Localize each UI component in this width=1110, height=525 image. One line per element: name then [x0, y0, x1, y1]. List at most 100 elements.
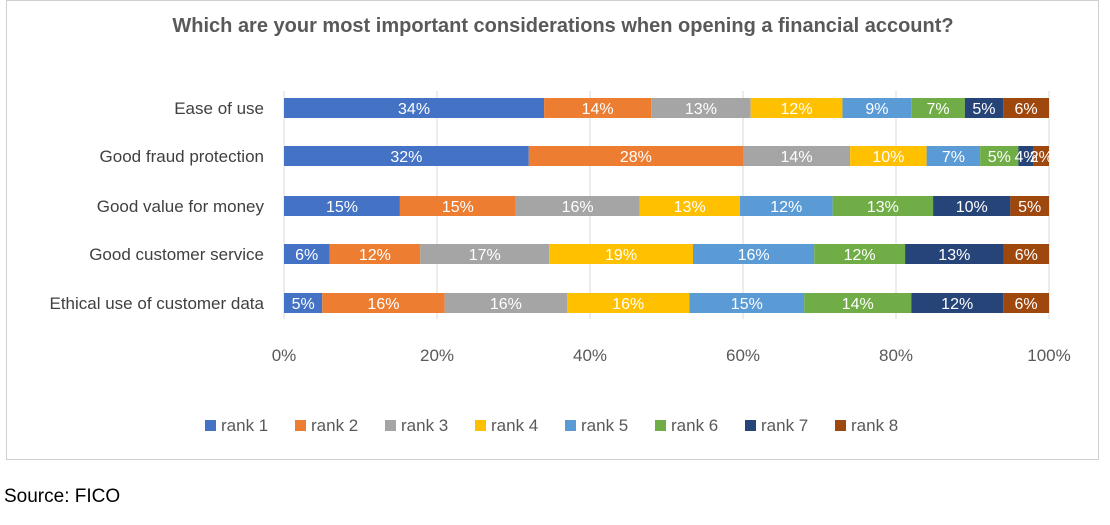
data-label: 6%	[1014, 101, 1037, 118]
legend-swatch	[385, 420, 396, 431]
x-tick-label: 20%	[420, 346, 454, 365]
bar-segment	[804, 293, 912, 313]
bar-segment	[689, 293, 805, 313]
bar-segment	[651, 98, 751, 118]
legend-label: rank 3	[401, 416, 448, 435]
bar-segment	[1033, 146, 1049, 166]
bar-segment	[739, 196, 833, 216]
data-label: 5%	[972, 101, 995, 118]
data-label: 16%	[738, 247, 770, 264]
data-label: 6%	[1014, 296, 1037, 313]
data-label: 7%	[927, 101, 950, 118]
data-label: 34%	[398, 101, 430, 118]
data-label: 13%	[938, 247, 970, 264]
legend-swatch	[655, 420, 666, 431]
bar-segment	[420, 244, 550, 264]
bar-segment	[284, 244, 330, 264]
data-label: 2%	[1030, 149, 1053, 166]
bar-segment	[842, 98, 912, 118]
bar-segment	[329, 244, 421, 264]
data-label: 4%	[1014, 149, 1037, 166]
bar-segment	[750, 98, 843, 118]
stacked-bar-chart: Which are your most important considerat…	[49, 15, 1070, 435]
legend: rank 1 rank 2 rank 3 rank 4 rank 5 rank 6 rank…	[205, 416, 898, 435]
legend-label: rank 1	[221, 416, 268, 435]
legend-label: rank 7	[761, 416, 808, 435]
bar-segment	[964, 98, 1004, 118]
bar-segment	[639, 196, 740, 216]
bars	[284, 98, 1049, 313]
data-label: 5%	[292, 296, 315, 313]
legend-swatch	[295, 420, 306, 431]
legend-label: rank 4	[491, 416, 538, 435]
bar-segment	[832, 196, 934, 216]
bar-segment	[743, 146, 851, 166]
bar-segment	[1003, 244, 1049, 264]
bar-segment	[911, 98, 965, 118]
category-label: Good value for money	[97, 197, 265, 216]
legend-label: rank 2	[311, 416, 358, 435]
chart-frame: Which are your most important considerat…	[6, 0, 1099, 460]
bar-segment	[567, 293, 690, 313]
bar-segment	[905, 244, 1004, 264]
data-label: 15%	[326, 199, 358, 216]
category-label: Ethical use of customer data	[49, 294, 264, 313]
bar-segment	[1018, 146, 1034, 166]
legend-swatch	[205, 420, 216, 431]
bar-segment	[284, 196, 400, 216]
data-label: 6%	[1015, 247, 1038, 264]
data-label: 14%	[842, 296, 874, 313]
data-label: 12%	[770, 199, 802, 216]
bar-segment	[926, 146, 981, 166]
bar-segment	[544, 98, 652, 118]
data-label: 16%	[612, 296, 644, 313]
data-label: 12%	[844, 247, 876, 264]
data-label: 12%	[941, 296, 973, 313]
legend-label: rank 8	[851, 416, 898, 435]
bar-segment	[399, 196, 516, 216]
bar-segment	[911, 293, 1004, 313]
bar-segment	[933, 196, 1011, 216]
data-label: 15%	[442, 199, 474, 216]
data-label: 5%	[988, 149, 1011, 166]
bar-segment	[322, 293, 445, 313]
data-label: 16%	[562, 199, 594, 216]
data-label: 6%	[295, 247, 318, 264]
data-label: 15%	[731, 296, 763, 313]
data-label: 13%	[685, 101, 717, 118]
legend-swatch	[835, 420, 846, 431]
data-label: 16%	[367, 296, 399, 313]
data-label: 32%	[390, 149, 422, 166]
legend-label: rank 5	[581, 416, 628, 435]
data-label: 17%	[469, 247, 501, 264]
bar-segment	[444, 293, 568, 313]
bar-segment	[1003, 98, 1049, 118]
data-label: 13%	[674, 199, 706, 216]
data-label: 13%	[867, 199, 899, 216]
data-label: 19%	[605, 247, 637, 264]
legend-swatch	[565, 420, 576, 431]
data-label: 12%	[359, 247, 391, 264]
category-label: Good customer service	[89, 245, 264, 264]
legend-swatch	[745, 420, 756, 431]
category-label: Good fraud protection	[100, 147, 264, 166]
bar-segment	[284, 293, 323, 313]
data-label: 14%	[582, 101, 614, 118]
source-note: Source: FICO	[4, 486, 121, 507]
legend-swatch	[475, 420, 486, 431]
x-tick-label: 60%	[726, 346, 760, 365]
category-labels: Ease of use Good fraud protection Good val…	[49, 99, 264, 313]
bar-segment	[980, 146, 1019, 166]
data-label: 5%	[1018, 199, 1041, 216]
x-tick-label: 0%	[272, 346, 297, 365]
data-label: 12%	[781, 101, 813, 118]
x-tick-label: 100%	[1027, 346, 1070, 365]
data-label: 7%	[942, 149, 965, 166]
bar-segment	[528, 146, 743, 166]
x-tick-label: 40%	[573, 346, 607, 365]
data-label: 10%	[872, 149, 904, 166]
x-tick-label: 80%	[879, 346, 913, 365]
bar-segment	[1003, 293, 1049, 313]
bar-segment	[1010, 196, 1049, 216]
data-label: 16%	[490, 296, 522, 313]
